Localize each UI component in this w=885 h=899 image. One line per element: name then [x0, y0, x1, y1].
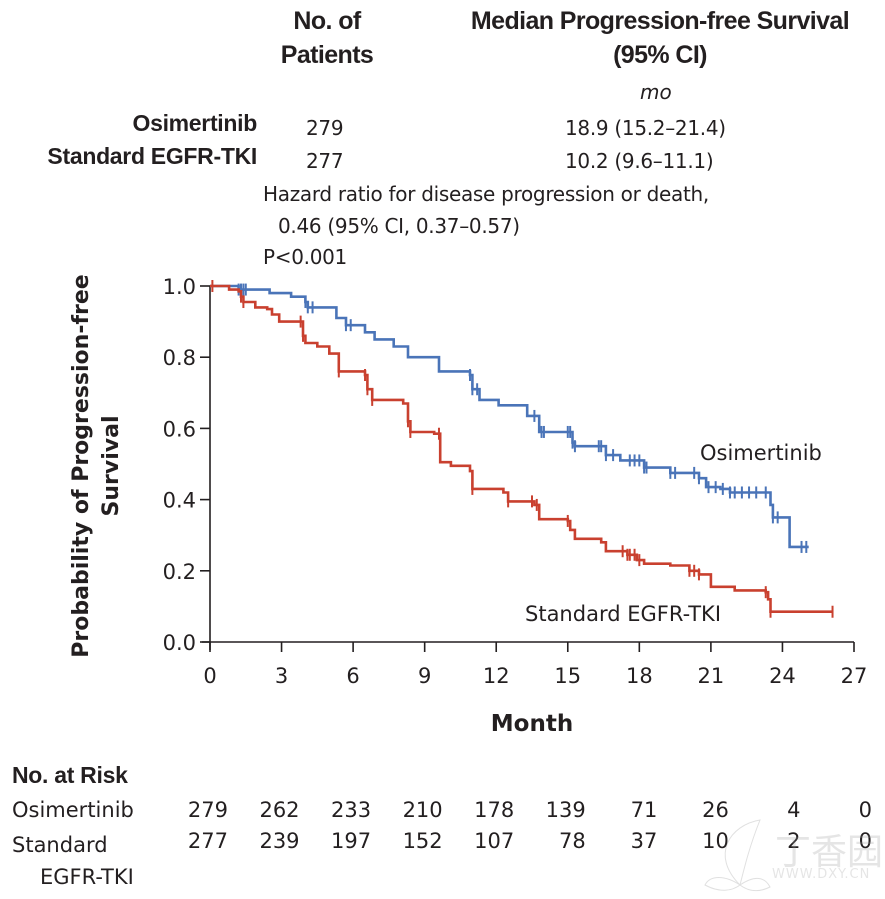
at-risk-cell: 210: [402, 798, 443, 822]
x-tick-label: 18: [626, 664, 653, 688]
header-col-median-line1: Median Progression-free Survival: [470, 7, 850, 35]
at-risk-cell: 37: [630, 829, 658, 853]
summary-group-standard: Standard EGFR-TKI: [47, 143, 257, 169]
x-tick-label: 15: [554, 664, 581, 688]
p-value: P<0.001: [263, 245, 347, 269]
at-risk-cell: 279: [187, 798, 228, 822]
x-tick-label: 24: [769, 664, 796, 688]
header-col-patients-line1: No. of: [293, 7, 361, 35]
x-tick-label: 9: [418, 664, 431, 688]
at-risk-cell: 107: [474, 829, 515, 853]
y-tick-label: 0.0: [163, 631, 196, 655]
at-risk-cell: 10: [702, 829, 729, 853]
km-curve-standard: [210, 284, 833, 613]
header-col-patients-line2: Patients: [280, 41, 374, 69]
y-tick-label: 1.0: [163, 275, 196, 299]
series-label-osimertinib: Osimertinib: [700, 441, 822, 465]
y-tick-label: 0.4: [163, 489, 196, 513]
y-tick-label: 0.6: [163, 417, 196, 441]
at-risk-cell: 2: [787, 829, 801, 853]
at-risk-row-label-line2: EGFR-TKI: [40, 865, 134, 889]
x-tick-label: 3: [275, 664, 288, 688]
at-risk-cell: 233: [331, 798, 372, 822]
summary-patients-standard: 277: [306, 149, 344, 173]
curves: [210, 280, 834, 618]
at-risk-title: No. at Risk: [12, 762, 128, 788]
at-risk-cell: 0: [858, 798, 872, 822]
summary-group-osimertinib: Osimertinib: [132, 110, 257, 136]
at-risk-cell: 262: [259, 798, 300, 822]
at-risk-row-label: Standard: [12, 833, 108, 857]
at-risk-cell: 139: [545, 798, 586, 822]
at-risk-cell: 71: [630, 798, 658, 822]
header-col-patients: No. of Patients: [262, 4, 392, 72]
summary-patients-osimertinib: 279: [306, 116, 344, 140]
axes: 0 3 6 9 12 15 18 21 24 27 0.0 0.2 0.4 0.6 0.8 1.0: [163, 275, 868, 688]
x-tick-label: 12: [483, 664, 510, 688]
units-label: mo: [640, 80, 672, 104]
hazard-ratio-line2: 0.46 (95% CI, 0.37–0.57): [278, 214, 520, 238]
at-risk-cell: 4: [787, 798, 801, 822]
at-risk-cell: 152: [402, 829, 443, 853]
at-risk-cell: 239: [259, 829, 300, 853]
header-col-median: Median Progression-free Survival (95% CI…: [440, 4, 880, 72]
y-axis-label-line2: Survival: [99, 416, 124, 517]
at-risk-cell: 26: [702, 798, 729, 822]
header-col-median-line2: (95% CI): [613, 41, 707, 69]
at-risk-row-label: Osimertinib: [12, 798, 134, 822]
x-tick-label: 0: [203, 664, 216, 688]
km-curve-osimertinib: [210, 284, 809, 549]
at-risk-cell: 178: [474, 798, 515, 822]
at-risk-cell: 0: [858, 829, 872, 853]
y-tick-label: 0.8: [163, 346, 196, 370]
at-risk-cell: 277: [187, 829, 228, 853]
series-label-standard: Standard EGFR-TKI: [525, 602, 721, 626]
at-risk-cell: 197: [331, 829, 372, 853]
summary-median-osimertinib: 18.9 (15.2–21.4): [565, 116, 726, 140]
x-axis-label: Month: [491, 711, 573, 737]
x-tick-label: 6: [346, 664, 359, 688]
x-tick-label: 27: [841, 664, 868, 688]
at-risk-row-osimertinib: Osimertinib: [12, 798, 134, 822]
summary-median-standard: 10.2 (9.6–11.1): [565, 149, 714, 173]
hazard-ratio-line1: Hazard ratio for disease progression or …: [263, 182, 709, 206]
x-tick-label: 21: [698, 664, 725, 688]
y-tick-label: 0.2: [163, 560, 196, 584]
at-risk-row-standard: Standard EGFR-TKI: [12, 829, 134, 893]
at-risk-cell: 78: [559, 829, 586, 853]
y-axis-label-line1: Probability of Progression-free: [69, 274, 94, 657]
